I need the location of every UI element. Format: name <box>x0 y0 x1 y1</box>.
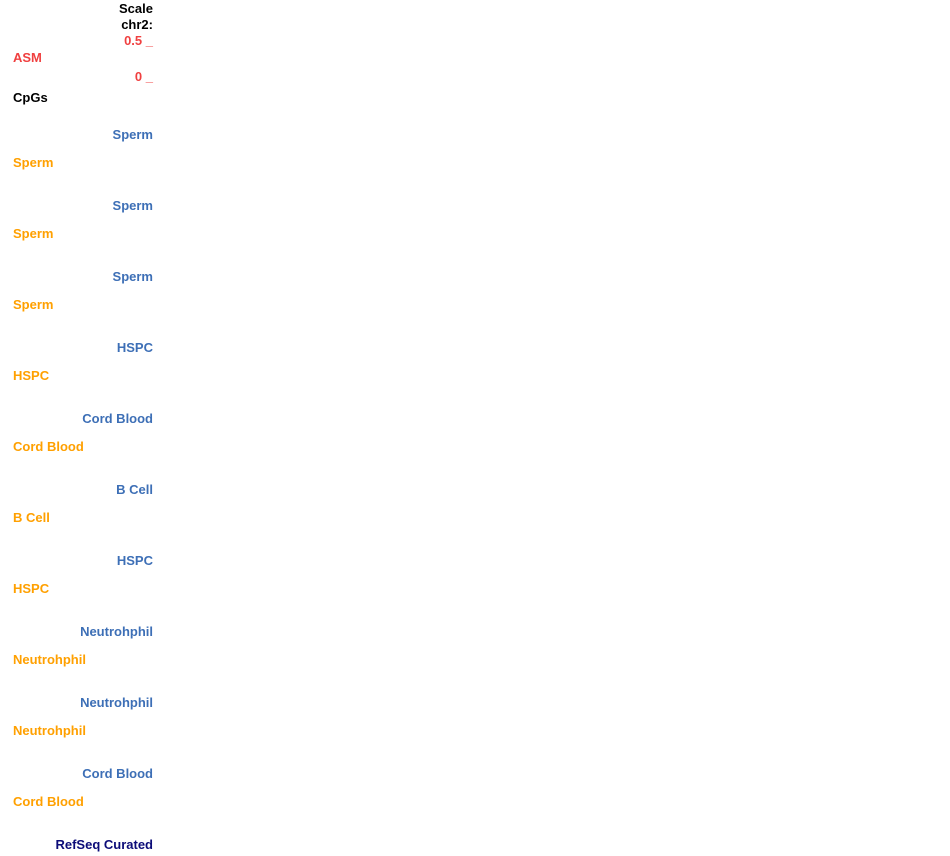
track-title-sperm-3[interactable]: Sperm <box>112 269 153 284</box>
track-title-sperm-2[interactable]: Sperm <box>112 198 153 213</box>
track-title-b-cell[interactable]: B Cell <box>116 482 153 497</box>
scale-label: Scale <box>119 1 153 16</box>
track-title-sperm-1[interactable]: Sperm <box>112 127 153 142</box>
track-short-label-cord-blood-1[interactable]: Cord Blood <box>13 439 84 454</box>
track-short-label-asm[interactable]: ASM <box>13 50 42 65</box>
track-short-label-neutrohphil-2[interactable]: Neutrohphil <box>13 723 86 738</box>
asm-axis-min-value: 0 _ <box>134 69 153 84</box>
track-short-label-b-cell[interactable]: B Cell <box>13 510 50 525</box>
track-title-hspc-1[interactable]: HSPC <box>116 340 153 355</box>
track-title-neutrohphil-1[interactable]: Neutrohphil <box>80 624 153 639</box>
track-short-label-sperm-1[interactable]: Sperm <box>13 155 54 170</box>
asm-axis-max-value: 0.5 _ <box>124 33 153 48</box>
track-title-neutrohphil-2[interactable]: Neutrohphil <box>80 695 153 710</box>
track-title-hspc-2[interactable]: HSPC <box>116 553 153 568</box>
track-title-refseq-curated[interactable]: RefSeq Curated <box>55 837 153 852</box>
track-short-label-cord-blood-2[interactable]: Cord Blood <box>13 794 84 809</box>
chromosome-label: chr2: <box>121 17 153 32</box>
track-short-label-sperm-3[interactable]: Sperm <box>13 297 54 312</box>
track-title-cord-blood-2[interactable]: Cord Blood <box>82 766 153 781</box>
track-short-label-hspc-2[interactable]: HSPC <box>13 581 50 596</box>
track-short-label-sperm-2[interactable]: Sperm <box>13 226 54 241</box>
track-short-label-neutrohphil-1[interactable]: Neutrohphil <box>13 652 86 667</box>
track-short-label-hspc-1[interactable]: HSPC <box>13 368 50 383</box>
track-short-label-cpgs[interactable]: CpGs <box>13 90 48 105</box>
track-title-cord-blood-1[interactable]: Cord Blood <box>82 411 153 426</box>
